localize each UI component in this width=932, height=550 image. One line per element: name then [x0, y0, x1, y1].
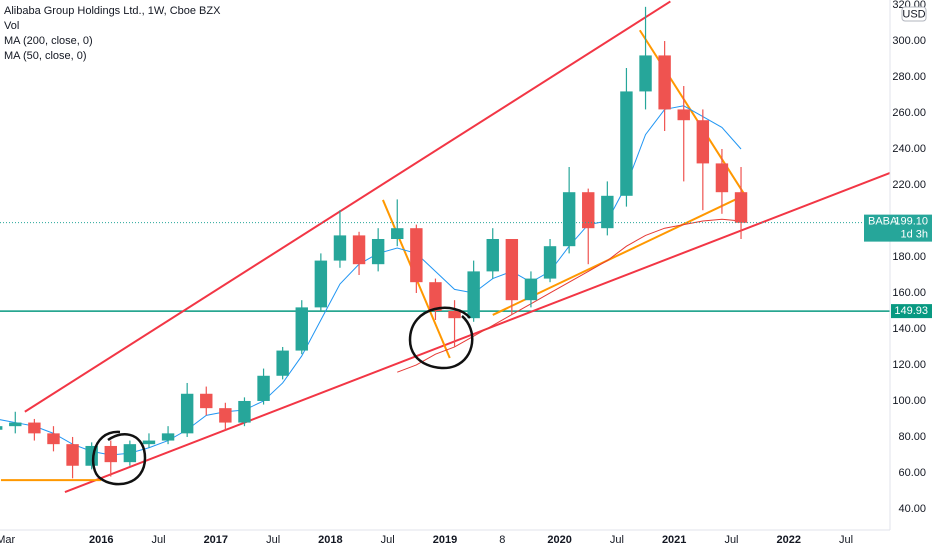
indicator[interactable]: MA (50, close, 0) — [4, 50, 87, 62]
last-price: 199.10 — [894, 216, 928, 228]
candle-body — [276, 350, 289, 376]
candle-body — [429, 282, 442, 311]
candle-body — [28, 422, 41, 434]
candle-body — [9, 422, 22, 427]
candle-body — [696, 120, 710, 164]
candle-body — [161, 433, 175, 441]
candle-body — [371, 238, 385, 265]
trend-line — [638, 29, 746, 196]
x-tick-label: 8 — [499, 534, 505, 546]
x-tick-label: Jul — [151, 534, 165, 546]
x-tick-label: Jul — [266, 534, 280, 546]
candle-body — [47, 433, 60, 445]
candle-body — [219, 408, 232, 423]
indicator[interactable]: Vol — [4, 20, 20, 32]
x-tick-label: Mar — [0, 534, 16, 546]
x-tick-label: 2021 — [662, 534, 686, 546]
y-tick-label: 100.00 — [892, 395, 926, 407]
candle-body — [543, 246, 557, 279]
x-tick-label: Jul — [610, 534, 624, 546]
annotation-circle — [408, 306, 474, 370]
candle-body — [467, 271, 480, 319]
candle-body — [658, 55, 671, 110]
candle-body — [0, 426, 3, 430]
candle-body — [486, 238, 499, 272]
trend-line — [64, 172, 891, 493]
candle-body — [104, 445, 117, 463]
legend: Alibaba Group Holdings Ltd., 1W, Cboe BZ… — [4, 4, 220, 64]
y-tick-label: 320.00 — [892, 0, 926, 11]
candle-body — [142, 440, 156, 445]
y-tick-label: 280.00 — [892, 71, 926, 83]
candle-body — [562, 192, 576, 247]
y-tick-label: 60.00 — [898, 467, 926, 479]
candle-body — [352, 235, 366, 265]
ma-line — [0, 105, 742, 456]
candle-body — [66, 444, 79, 466]
countdown: 1d 3h — [900, 229, 928, 241]
candle-body — [295, 307, 308, 351]
x-tick-label: 2018 — [318, 534, 342, 546]
x-tick-label: 2022 — [777, 534, 801, 546]
x-tick-label: Jul — [381, 534, 395, 546]
candle-body — [180, 393, 194, 434]
y-tick-label: 160.00 — [892, 287, 926, 299]
y-tick-label: 80.00 — [898, 431, 926, 443]
currency-box — [901, 6, 927, 22]
x-tick-label: Jul — [724, 534, 738, 546]
annotation-circle — [91, 430, 147, 486]
candle-body — [639, 55, 652, 92]
y-tick-label: 180.00 — [892, 251, 926, 263]
y-tick-label: 140.00 — [892, 323, 926, 335]
indicator[interactable]: MA (200, close, 0) — [4, 35, 93, 47]
candle-body — [410, 228, 423, 283]
candle-body — [333, 235, 347, 261]
x-tick-label: 2020 — [547, 534, 571, 546]
y-tick-label: 220.00 — [892, 179, 926, 191]
y-tick-label: 300.00 — [892, 35, 926, 47]
candle-body — [620, 91, 633, 196]
price-tag — [864, 214, 932, 242]
x-tick-label: 2016 — [89, 534, 113, 546]
x-tick-label: 2019 — [433, 534, 457, 546]
candle-body — [238, 400, 251, 423]
level-tag — [891, 304, 932, 319]
candle-body — [123, 444, 137, 463]
level-price: 149.93 — [894, 305, 928, 317]
candle-body — [524, 278, 538, 301]
candle-body — [582, 192, 595, 229]
candle-body — [505, 238, 519, 301]
currency: USD — [902, 8, 925, 20]
candle-body — [734, 192, 748, 223]
y-tick-label: 120.00 — [892, 359, 926, 371]
candle-body — [200, 393, 213, 409]
candle-body — [314, 260, 328, 308]
x-tick-label: Jul — [839, 534, 853, 546]
x-tick-label: 2017 — [204, 534, 228, 546]
candle-body — [391, 228, 404, 239]
candle-body — [601, 195, 614, 229]
y-tick-label: 40.00 — [898, 503, 926, 515]
trend-line — [24, 0, 671, 413]
candle-body — [257, 375, 270, 401]
y-tick-label: 240.00 — [892, 143, 926, 155]
symbol-tag: BABA — [868, 216, 898, 228]
ma-line — [397, 218, 742, 373]
y-tick-label: 260.00 — [892, 107, 926, 119]
candle-body — [715, 163, 729, 193]
candle-body — [677, 109, 690, 121]
candle-body — [448, 310, 461, 319]
chart-title: Alibaba Group Holdings Ltd., 1W, Cboe BZ… — [4, 5, 221, 17]
